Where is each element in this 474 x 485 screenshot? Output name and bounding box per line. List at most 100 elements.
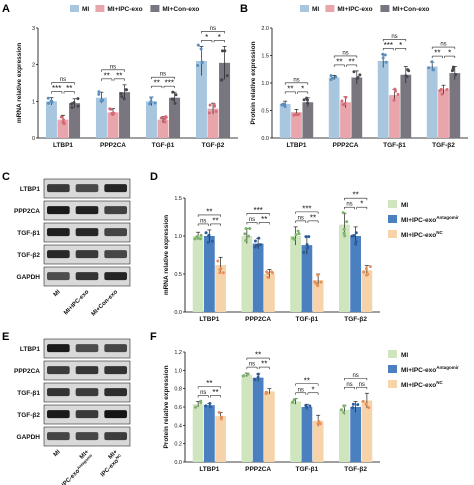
data-point	[396, 92, 400, 96]
blot-lane-label: MI+Con-exo	[91, 289, 120, 318]
y-tick-label: 0.8	[174, 387, 182, 393]
bar-a-0	[195, 61, 207, 138]
data-point	[392, 98, 396, 102]
data-point	[244, 227, 248, 231]
data-point	[149, 96, 153, 100]
data-point	[163, 117, 167, 121]
data-point	[291, 236, 295, 240]
data-point	[112, 111, 116, 115]
data-point	[302, 98, 306, 102]
blot-row-label: TGF-β1	[17, 390, 40, 397]
category-label: PPP2CA	[245, 316, 271, 323]
legend-label: MI+Con-exo	[392, 6, 429, 13]
data-point	[266, 275, 270, 279]
data-point	[50, 100, 54, 104]
data-point	[316, 284, 320, 288]
sig-label: ns	[352, 373, 358, 379]
data-point	[218, 271, 222, 275]
bar-d-1	[204, 236, 215, 312]
data-point	[204, 404, 208, 408]
data-point	[196, 64, 200, 68]
data-point	[381, 52, 385, 56]
data-point	[294, 113, 298, 117]
blot-row-label: LTBP1	[20, 186, 40, 193]
y-tick-label: 2	[32, 63, 35, 69]
data-point	[354, 242, 358, 246]
legend-swatch	[388, 230, 397, 238]
bar-b-1	[291, 112, 302, 138]
sig-label: ***	[302, 204, 311, 213]
bar-f-1	[252, 377, 264, 462]
data-point	[59, 115, 63, 119]
bar-b-2	[449, 73, 461, 138]
sig-label: ns	[60, 77, 66, 83]
bar-d-2	[215, 264, 226, 312]
data-point	[445, 87, 449, 91]
panel-letter-e: E	[2, 331, 9, 343]
y-tick-label: 2.0	[261, 26, 269, 32]
data-point	[253, 378, 257, 382]
data-point	[394, 89, 398, 93]
data-point	[207, 233, 211, 237]
sig-label: **	[349, 57, 355, 66]
data-point	[170, 97, 174, 101]
chart-b: 0.0 0.5 1.0 1.5 2.0 Protein relative expressi…	[250, 5, 468, 149]
category-label: TGF-β1	[296, 316, 319, 323]
data-point	[342, 404, 346, 408]
data-point	[199, 47, 203, 51]
data-point	[339, 408, 343, 412]
sig-label: ns	[359, 382, 365, 388]
y-tick-label: 3	[32, 26, 35, 32]
data-point	[193, 237, 197, 241]
blot-band	[104, 250, 127, 259]
panel-letter-f: F	[150, 331, 157, 343]
data-point	[352, 70, 356, 74]
data-point	[407, 69, 411, 73]
data-point	[354, 231, 358, 235]
y-tick-label: 1.0	[174, 234, 182, 240]
bar-d-0	[339, 224, 350, 312]
legend-label: MI	[312, 6, 319, 13]
bar-f-2	[215, 416, 226, 462]
bar-a-1	[57, 119, 69, 138]
data-point	[210, 239, 214, 243]
sig-label: ns	[391, 34, 397, 40]
data-point	[438, 89, 442, 93]
blot-band	[104, 410, 127, 419]
data-point	[356, 403, 360, 407]
bar-d-0	[241, 236, 253, 312]
sig-label: **	[255, 351, 261, 360]
legend-swatch	[388, 200, 397, 208]
bar-a-0	[45, 101, 57, 138]
bar-b-1	[438, 89, 449, 138]
data-point	[171, 90, 175, 94]
data-point	[244, 238, 248, 242]
data-point	[316, 273, 320, 277]
bar-a-2	[219, 62, 231, 139]
data-point	[248, 227, 252, 231]
data-point	[199, 233, 203, 237]
bar-b-2	[351, 77, 363, 138]
sig-label: *	[205, 33, 208, 42]
bar-f-0	[290, 401, 301, 462]
blot-row-label: PPP2CA	[14, 208, 40, 215]
blot-band	[47, 228, 70, 237]
bar-f-0	[339, 409, 350, 462]
data-point	[46, 101, 50, 105]
blot-band	[75, 432, 99, 441]
data-point	[243, 232, 247, 236]
data-point	[292, 398, 296, 402]
data-point	[297, 232, 301, 236]
sig-label: **	[154, 79, 160, 88]
legend-superscript: NC	[436, 230, 443, 235]
sig-label: **	[212, 388, 218, 397]
sig-label: **	[104, 71, 110, 80]
sig-label: *	[448, 49, 451, 58]
category-label: TGF-β2	[344, 466, 367, 473]
data-point	[342, 411, 346, 415]
sig-label: ns	[293, 77, 299, 83]
bar-f-1	[301, 407, 313, 462]
y-tick-label: 1.5	[261, 54, 269, 60]
legend-superscript: Antagomir	[436, 365, 459, 370]
